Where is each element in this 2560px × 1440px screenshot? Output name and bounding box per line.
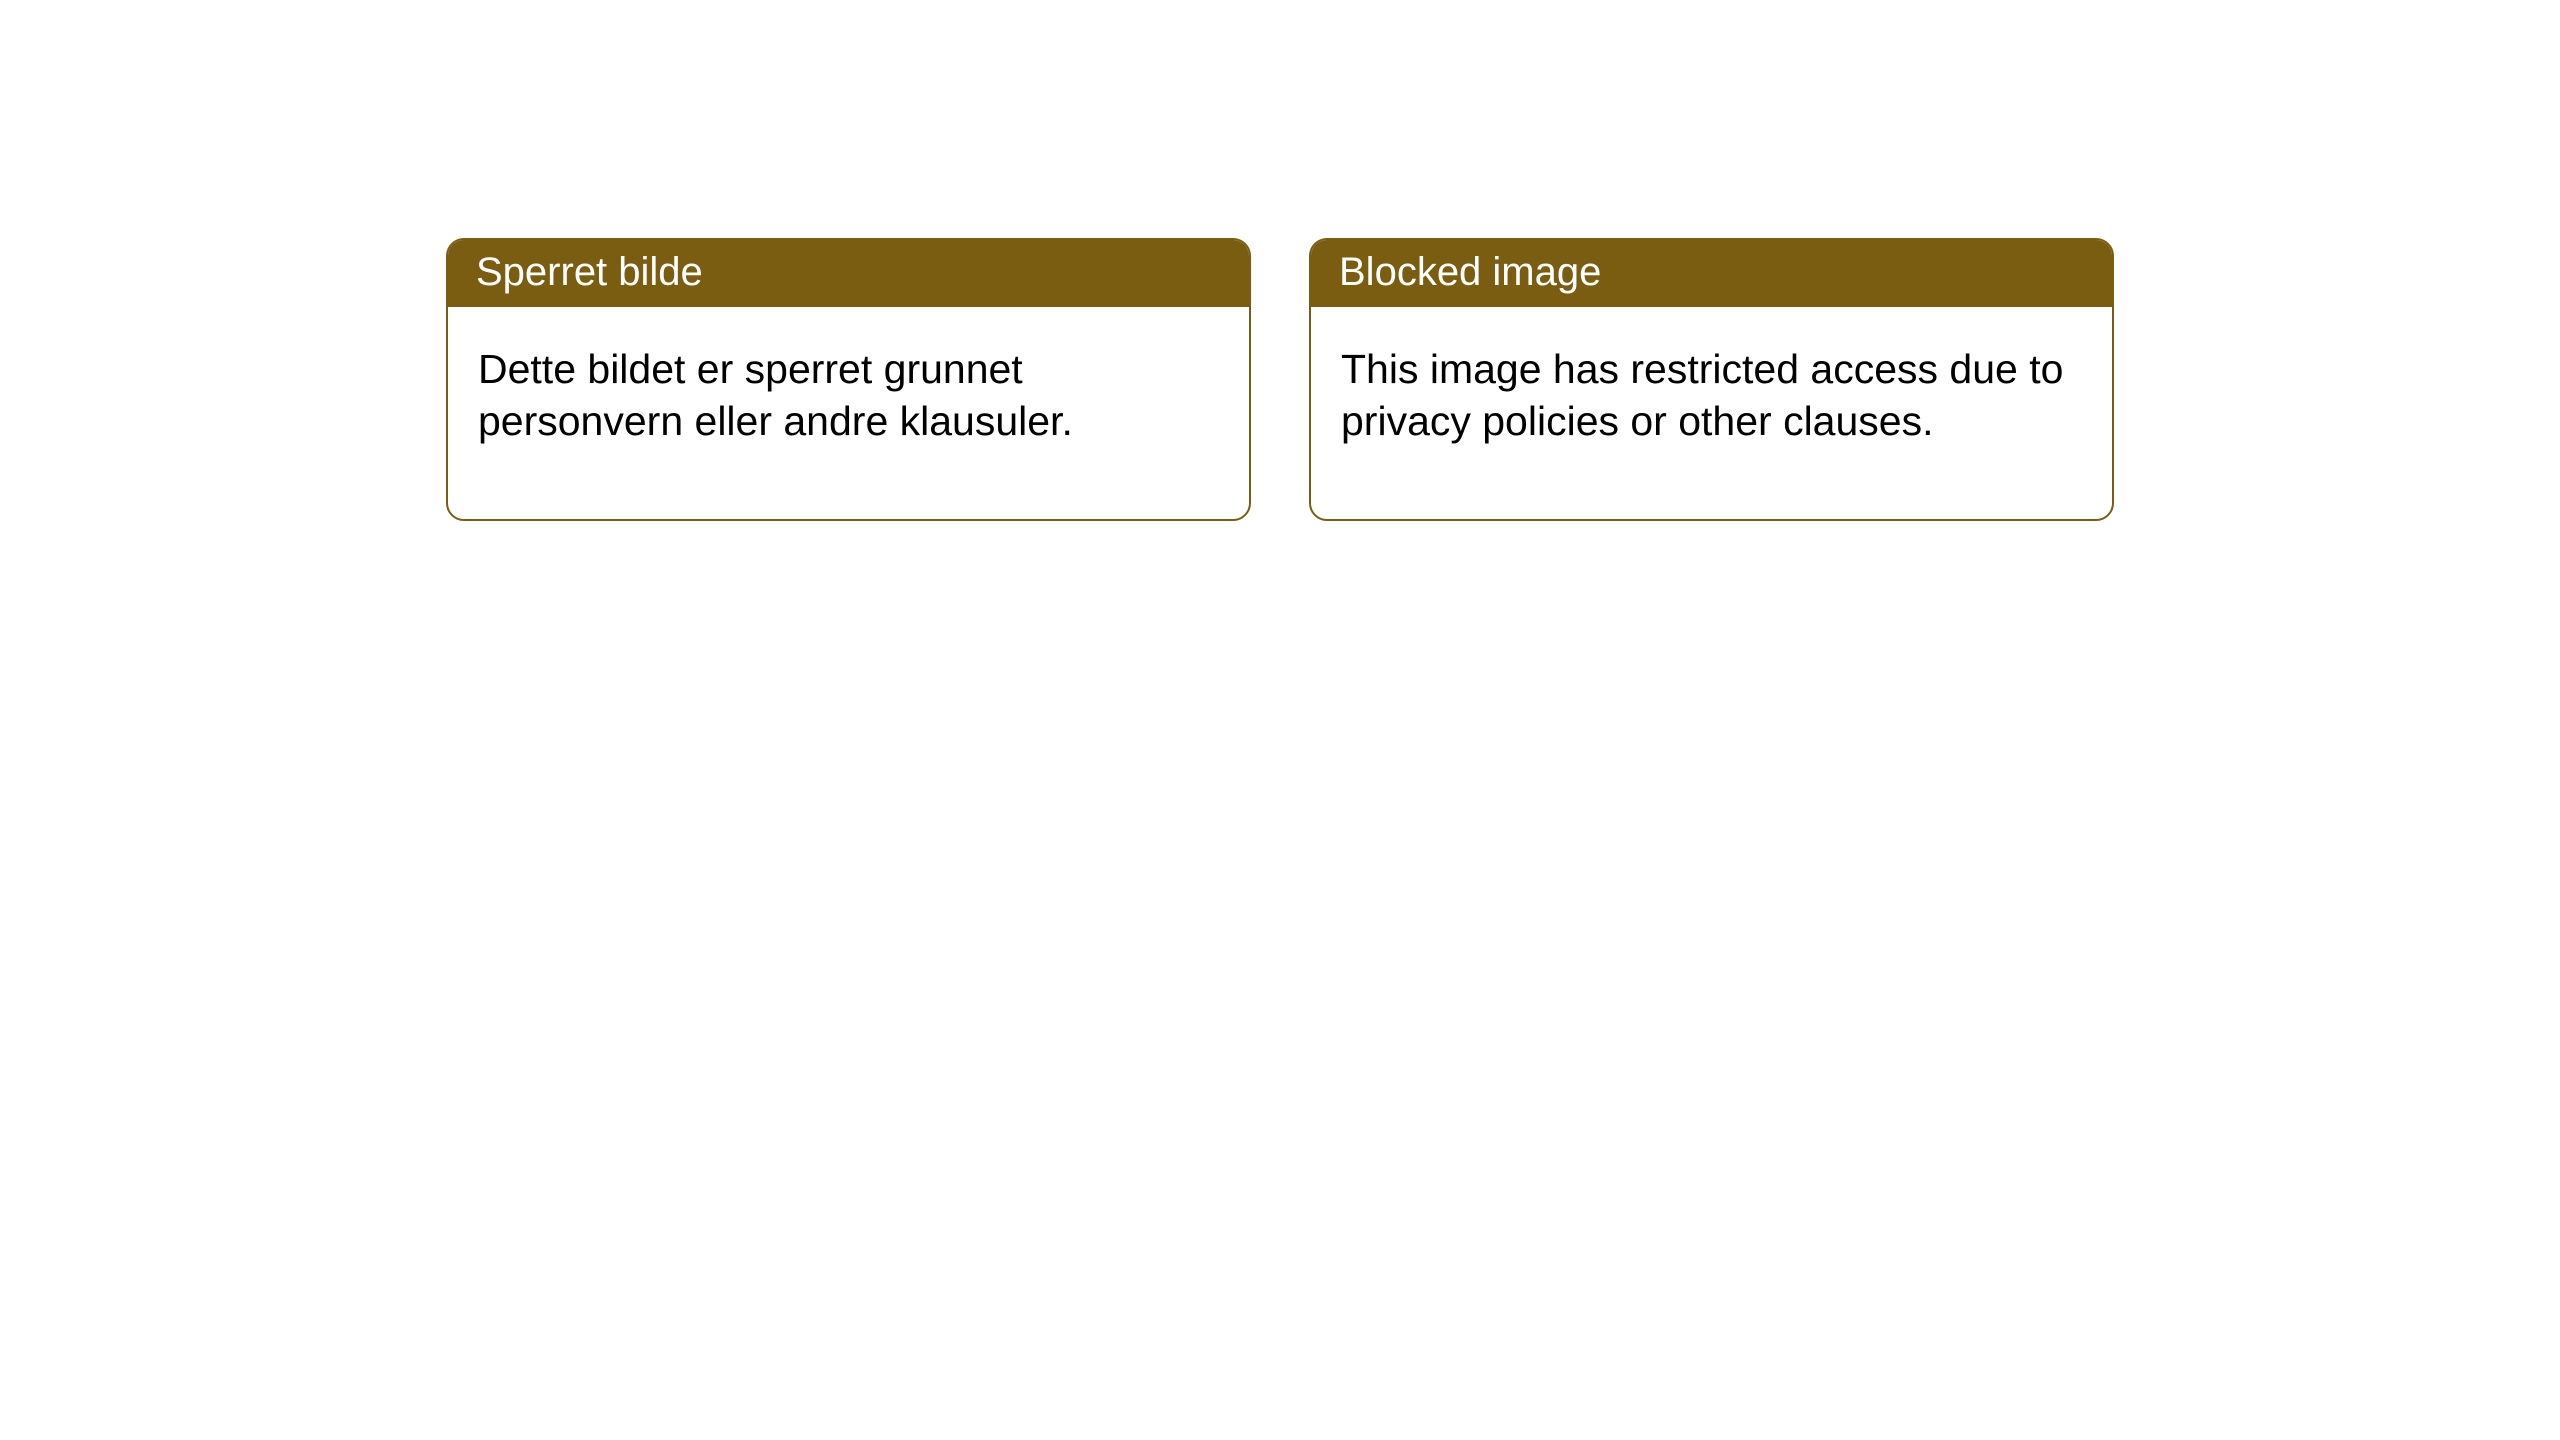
card-body: Dette bildet er sperret grunnet personve… xyxy=(448,307,1249,519)
notice-container: Sperret bilde Dette bildet er sperret gr… xyxy=(0,238,2560,521)
notice-card-norwegian: Sperret bilde Dette bildet er sperret gr… xyxy=(446,238,1251,521)
card-title: Blocked image xyxy=(1311,240,2112,307)
card-title: Sperret bilde xyxy=(448,240,1249,307)
card-body: This image has restricted access due to … xyxy=(1311,307,2112,519)
notice-card-english: Blocked image This image has restricted … xyxy=(1309,238,2114,521)
